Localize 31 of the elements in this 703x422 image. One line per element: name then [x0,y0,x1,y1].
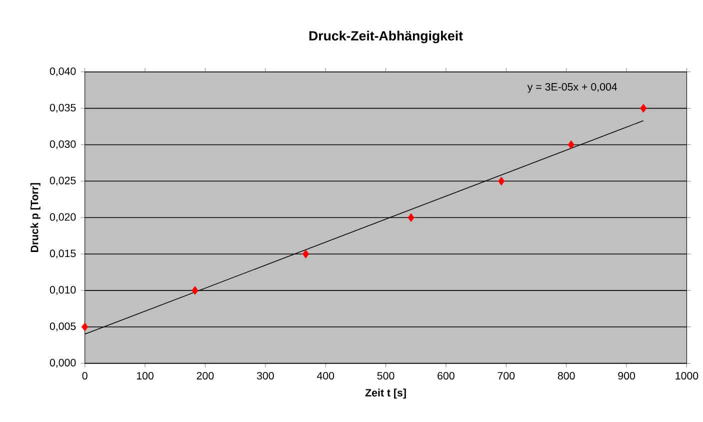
point [302,250,309,258]
point [640,104,647,112]
point [498,176,505,186]
point [568,140,574,149]
y-tick-label: 0,000 [50,358,76,368]
x-tick-label: 200 [196,372,214,380]
point [408,213,414,222]
y-tick-label: 0,005 [50,322,76,332]
x-tick-label: 800 [558,372,575,380]
y-tick-label: 0,010 [50,286,76,295]
x-tick-label: 600 [438,372,454,380]
y-tick-label: 0,040 [50,67,76,76]
y-tick-label: 0,015 [50,250,76,258]
y-axis-title: Druck p [Torr] [30,183,40,252]
x-tick-label: 500 [377,372,394,380]
y-tick-label: 0,020 [50,213,76,222]
x-tick-label: 400 [316,372,334,380]
x-tick-label: 900 [618,372,636,380]
x-tick-label: 700 [498,372,515,380]
x-tick-label: 1000 [676,372,698,380]
x-tick-label: 300 [256,372,274,380]
chart-title: Druck-Zeit-Abhängigkeit [309,30,463,44]
x-axis-title: Zeit t [s] [365,388,406,399]
point [82,322,88,332]
x-tick-label: 100 [136,372,154,380]
x-tick-label: 0 [82,372,88,380]
point [192,286,198,295]
annotation: y = 3E-05x + 0,004 [527,82,618,93]
y-tick-label: 0,030 [50,140,76,150]
y-tick-label: 0,035 [50,104,76,113]
y-tick-label: 0,025 [50,176,76,186]
